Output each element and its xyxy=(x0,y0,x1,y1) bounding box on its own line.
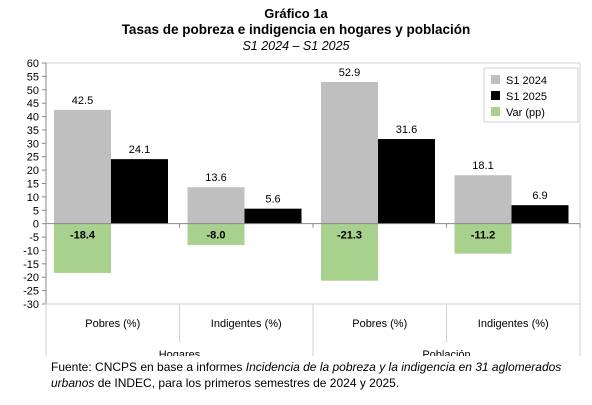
category-label: Pobres (%) xyxy=(85,318,140,330)
bar-0-2 xyxy=(321,82,378,224)
chart-title-block: Gráfico 1a Tasas de pobreza e indigencia… xyxy=(0,6,592,54)
source-note: Fuente: CNCPS en base a informes Inciden… xyxy=(51,359,571,391)
y-tick-label: 50 xyxy=(27,85,39,97)
chart-number: Gráfico 1a xyxy=(264,6,328,21)
data-label: -8.0 xyxy=(207,230,226,242)
chart-title: Tasas de pobreza e indigencia en hogares… xyxy=(121,22,471,37)
y-tick-label: 10 xyxy=(27,192,39,204)
y-tick-label: 40 xyxy=(27,112,39,124)
chart-period: S1 2024 – S1 2025 xyxy=(242,39,350,53)
data-label: -11.2 xyxy=(471,230,495,242)
group-label: Hogares xyxy=(159,349,201,356)
source-report-title: Incidencia de la pobreza y la indigencia… xyxy=(51,360,562,390)
legend-label: Var (pp) xyxy=(506,107,545,119)
bar-1-1 xyxy=(244,208,302,224)
data-label: 13.6 xyxy=(205,172,226,184)
data-label: 31.6 xyxy=(396,124,417,136)
source-prefix: Fuente: CNCPS en base a informes xyxy=(51,360,246,374)
y-tick-label: 55 xyxy=(27,71,39,83)
bar-1-0 xyxy=(111,159,168,224)
bar-0-3 xyxy=(454,175,512,224)
data-label: 24.1 xyxy=(129,144,150,156)
category-label: Indigentes (%) xyxy=(211,318,282,330)
legend-swatch xyxy=(491,91,500,100)
y-tick-label: -15 xyxy=(23,259,39,271)
bar-0-1 xyxy=(187,187,245,224)
y-tick-label: -5 xyxy=(29,232,39,244)
bar-2-0 xyxy=(54,223,111,273)
legend-label: S1 2025 xyxy=(506,91,547,103)
legend-swatch xyxy=(491,75,500,84)
data-label: -18.4 xyxy=(70,230,96,242)
data-label: -21.3 xyxy=(337,230,362,242)
bar-1-3 xyxy=(511,205,569,224)
bar-2-2 xyxy=(321,223,378,281)
bar-0-0 xyxy=(54,109,111,224)
data-label: 5.6 xyxy=(265,194,280,206)
source-suffix: de INDEC, para los primeros semestres de… xyxy=(94,376,400,390)
bar-chart: 605550454035302520151050-5-10-15-20-25-3… xyxy=(23,58,581,356)
bar-2-3 xyxy=(454,223,512,254)
y-tick-label: 0 xyxy=(33,219,39,231)
bar-2-1 xyxy=(187,223,245,246)
y-tick-label: 5 xyxy=(33,205,39,217)
y-tick-label: 20 xyxy=(27,165,39,177)
legend-label: S1 2024 xyxy=(506,75,547,87)
data-label: 52.9 xyxy=(339,67,360,79)
y-tick-label: 25 xyxy=(27,152,39,164)
category-label: Pobres (%) xyxy=(352,318,407,330)
y-tick-label: 35 xyxy=(27,125,39,137)
data-label: 42.5 xyxy=(72,95,93,107)
y-tick-label: -30 xyxy=(23,299,39,311)
y-tick-label: -20 xyxy=(23,272,39,284)
y-tick-label: 60 xyxy=(27,58,39,70)
group-label: Población xyxy=(422,349,470,356)
data-label: 18.1 xyxy=(472,160,493,172)
y-tick-label: 30 xyxy=(27,138,39,150)
bar-1-2 xyxy=(378,139,435,224)
legend-swatch xyxy=(491,107,500,116)
y-tick-label: -10 xyxy=(23,245,39,257)
y-tick-label: 15 xyxy=(27,179,39,191)
y-tick-label: 45 xyxy=(27,98,39,110)
y-tick-label: -25 xyxy=(23,286,39,298)
category-label: Indigentes (%) xyxy=(478,318,549,330)
data-label: 6.9 xyxy=(532,190,547,202)
